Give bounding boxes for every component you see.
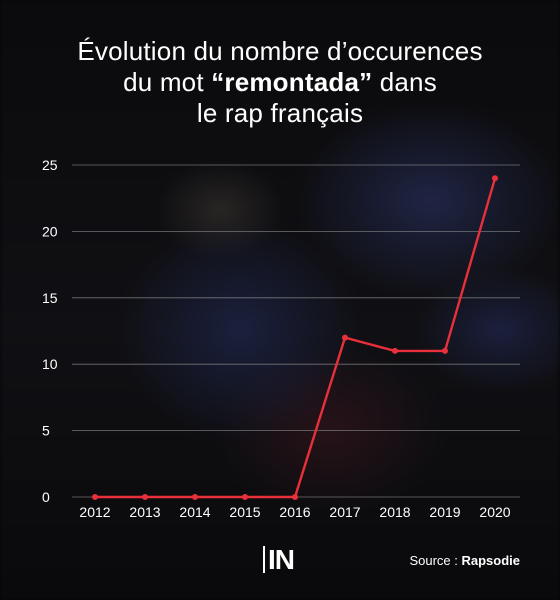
y-tick-label: 0 [42, 489, 50, 505]
data-point [292, 494, 298, 500]
source-label: Source : [409, 553, 462, 568]
data-point [392, 347, 398, 354]
x-tick-label: 2020 [479, 504, 510, 520]
logo-text: IN [268, 544, 294, 574]
data-point [492, 175, 498, 182]
data-point [242, 494, 248, 500]
chart-title: Évolution du nombre d’occurences du mot … [20, 36, 540, 129]
in-logo: IN [263, 544, 295, 574]
data-point [442, 347, 448, 354]
source-credit: Source : Rapsodie [409, 553, 520, 568]
x-tick-label: 2019 [429, 504, 460, 520]
series-line [95, 177, 497, 499]
y-gridlines [72, 164, 520, 498]
x-tick-label: 2016 [279, 504, 310, 520]
x-tick-label: 2014 [179, 504, 210, 520]
x-tick-label: 2017 [329, 504, 360, 520]
y-tick-label: 15 [42, 290, 58, 306]
title-keyword: “remontada” [211, 67, 373, 97]
x-tick-label: 2013 [129, 504, 160, 520]
data-point [342, 334, 348, 341]
data-point [192, 494, 198, 500]
y-tick-label: 5 [42, 423, 50, 439]
title-line-2: du mot “remontada” dans [20, 67, 540, 98]
x-tick-label: 2018 [379, 504, 410, 520]
title-line-1: Évolution du nombre d’occurences [77, 36, 483, 66]
y-tick-label: 10 [42, 356, 58, 372]
title-line-3: le rap français [196, 98, 364, 128]
y-tick-label: 25 [42, 157, 58, 173]
y-tick-label: 20 [42, 223, 58, 239]
data-point [92, 494, 98, 500]
x-tick-label: 2015 [229, 504, 260, 520]
x-tick-labels: 2012 2013 2014 2015 2016 2017 2018 2019 2020 [79, 504, 510, 520]
source-name: Rapsodie [461, 553, 520, 568]
title-line-2-end: dans [372, 67, 437, 97]
y-tick-labels: 0 5 10 15 20 25 [42, 157, 58, 505]
data-point [142, 494, 148, 500]
x-tick-label: 2012 [79, 504, 110, 520]
series-remontada [92, 175, 498, 500]
title-line-2-start: du mot [123, 67, 212, 97]
